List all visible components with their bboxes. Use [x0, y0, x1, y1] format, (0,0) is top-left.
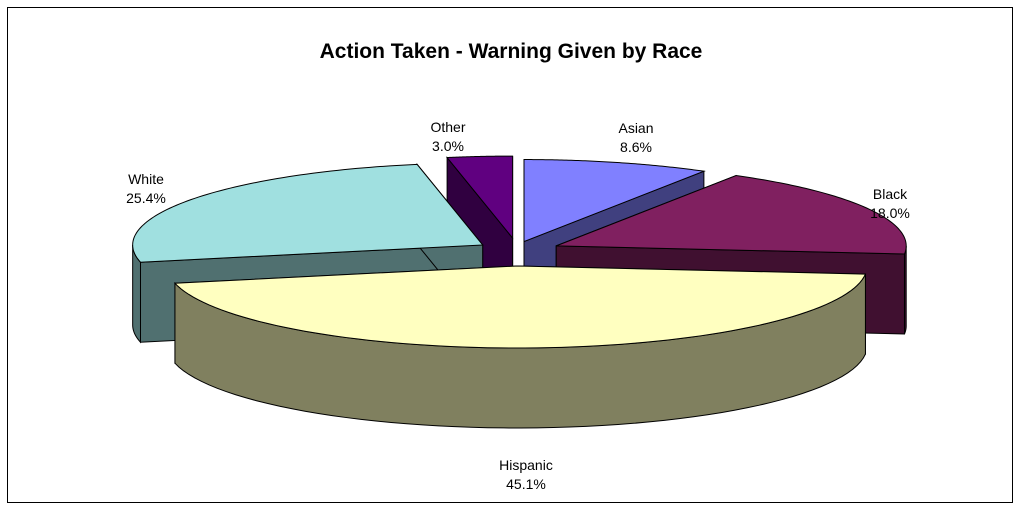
label-other-value: 3.0% — [432, 138, 464, 154]
label-asian-value: 8.6% — [620, 139, 652, 155]
chart-frame: Action Taken - Warning Given by Race Asi… — [7, 7, 1013, 503]
slice-other-top — [446, 155, 514, 240]
slice-white-top — [132, 163, 484, 263]
slice-asian-top — [523, 159, 706, 243]
label-white-name: White — [128, 171, 164, 187]
pie-slices — [132, 155, 907, 429]
pie-chart: Action Taken - Warning Given by Race Asi… — [126, 40, 910, 492]
slice-hispanic-top — [173, 265, 867, 349]
pie-labels: Asian 8.6% Black 18.0% Hispanic 45.1% White 25.… — [126, 119, 910, 492]
label-black-name: Black — [873, 186, 908, 202]
slice-black-top — [556, 175, 907, 255]
label-white-value: 25.4% — [126, 190, 166, 206]
slice-black-wall — [903, 245, 907, 335]
label-black-value: 18.0% — [870, 205, 910, 221]
label-hispanic-value: 45.1% — [506, 476, 546, 492]
label-hispanic-name: Hispanic — [499, 457, 553, 473]
chart-title: Action Taken - Warning Given by Race — [320, 40, 703, 63]
slice-hispanic — [173, 265, 867, 429]
label-other-name: Other — [430, 119, 465, 135]
label-asian-name: Asian — [618, 120, 653, 136]
